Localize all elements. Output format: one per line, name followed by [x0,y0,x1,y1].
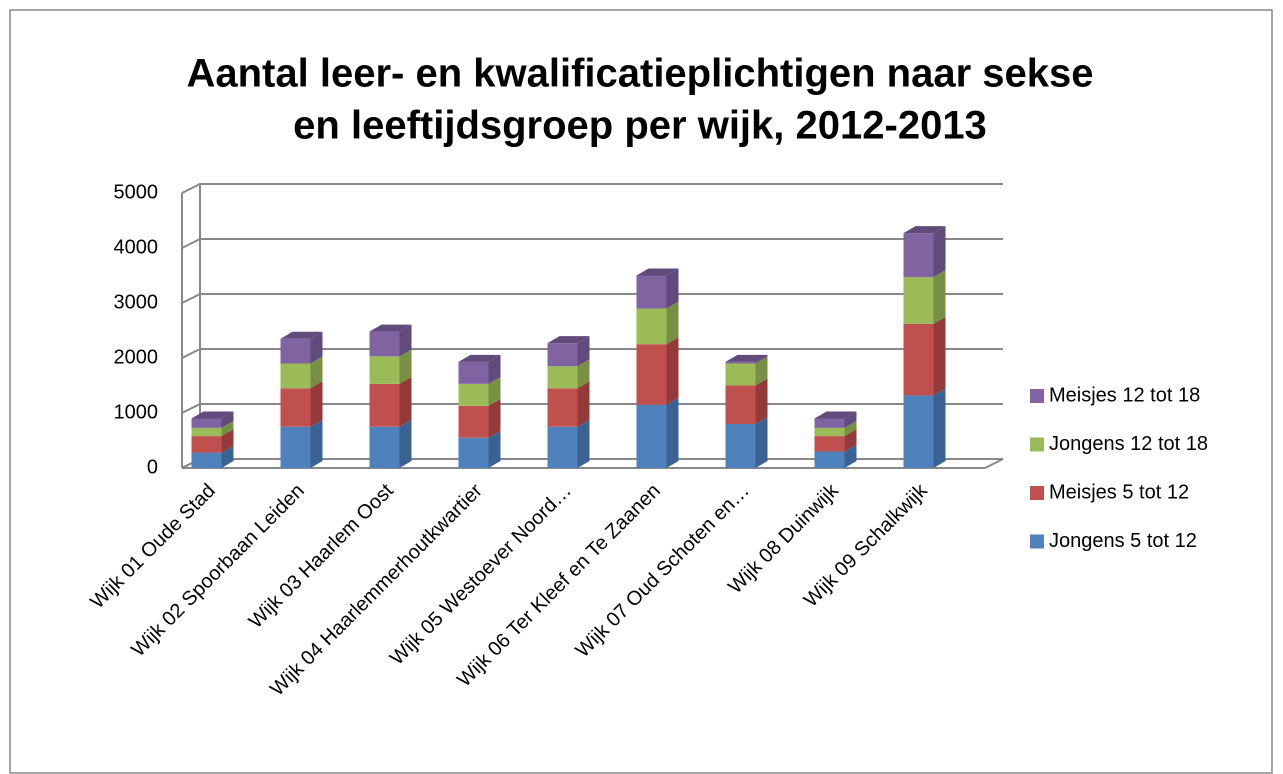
bar-side [310,331,323,364]
bar [814,418,845,428]
bar-top [280,331,323,339]
bar [725,363,756,386]
bar-top [725,354,768,362]
bar [725,385,756,424]
bar-side [488,398,501,438]
bar-side [844,420,857,437]
bar-side [488,354,501,384]
bar-side [844,429,857,452]
bar [191,418,222,428]
y-tick-label: 0 [147,456,158,478]
bar [903,277,934,324]
legend-swatch [1030,486,1044,500]
bar [903,323,934,396]
bar [369,426,400,468]
bar-top [369,324,412,332]
bar [547,343,578,367]
bar [369,356,400,384]
bar-top [547,336,590,344]
bar-side [310,419,323,468]
bar-side [577,336,590,367]
bar-top [814,411,857,419]
legend-swatch [1030,437,1044,452]
legend-label: Jongens 12 tot 18 [1049,433,1208,455]
legend-label: Jongens 5 tot 12 [1049,530,1197,552]
bar-side [310,356,323,389]
bar-side [933,388,946,468]
bar-side [933,226,946,278]
bar-side [755,354,768,364]
bar-side [399,324,412,357]
bar [280,363,311,389]
legend-label: Meisjes 5 tot 12 [1049,481,1189,503]
bar-side [844,411,857,428]
bar-side [577,359,590,389]
bar [636,308,667,345]
y-tick-label: 2000 [114,346,159,368]
bar-side [666,268,679,309]
bar [547,366,578,389]
bar [458,361,489,384]
bar-side [399,349,412,384]
bar [191,436,222,453]
bar [369,383,400,427]
bar [458,437,489,468]
bar [725,424,756,468]
bar-side [488,430,501,468]
bar-side [577,419,590,468]
bar-side [399,419,412,468]
bar [280,338,311,364]
bar-side [399,376,412,427]
bar [814,427,845,437]
bar-side [221,420,234,437]
bar-side [755,356,768,386]
y-tick-label: 1000 [114,401,159,423]
legend-swatch [1030,389,1044,403]
bar-side [221,445,234,468]
bar [369,331,400,357]
bar [903,395,934,468]
legend-label: Meisjes 12 tot 18 [1049,384,1200,406]
bar-side [755,378,768,424]
bar [725,361,756,364]
chart-title: en leeftijdsgroep per wijk, 2012-2013 [293,104,987,148]
bar [191,452,222,468]
bar [636,404,667,468]
bar-side [488,376,501,406]
bar-side [666,337,679,405]
bar-top [458,354,501,362]
y-tick-label: 5000 [114,181,159,203]
bar-side [221,411,234,428]
bar [636,344,667,405]
bar [458,383,489,406]
bar [280,388,311,427]
bar-side [933,316,946,396]
bar-top [903,226,946,234]
bar-side [666,301,679,345]
bar-top [636,268,679,276]
y-tick-label: 4000 [114,236,159,258]
bar [814,451,845,468]
bar [547,426,578,468]
bar-top [191,411,234,419]
bar [814,436,845,452]
bar [547,388,578,427]
legend-swatch [1030,534,1044,549]
bar-side [844,444,857,468]
bar [903,233,934,278]
bar-side [666,397,679,468]
bar-side [755,417,768,468]
chart-title: Aantal leer- en kwalificatieplichtigen n… [186,52,1093,96]
bar [458,405,489,438]
bar-side [933,270,946,324]
bar [280,426,311,468]
bar-side [221,429,234,453]
bar [191,427,222,437]
bar [636,275,667,309]
bar-side [577,381,590,427]
bar-side [310,381,323,427]
y-tick-label: 3000 [114,291,159,313]
